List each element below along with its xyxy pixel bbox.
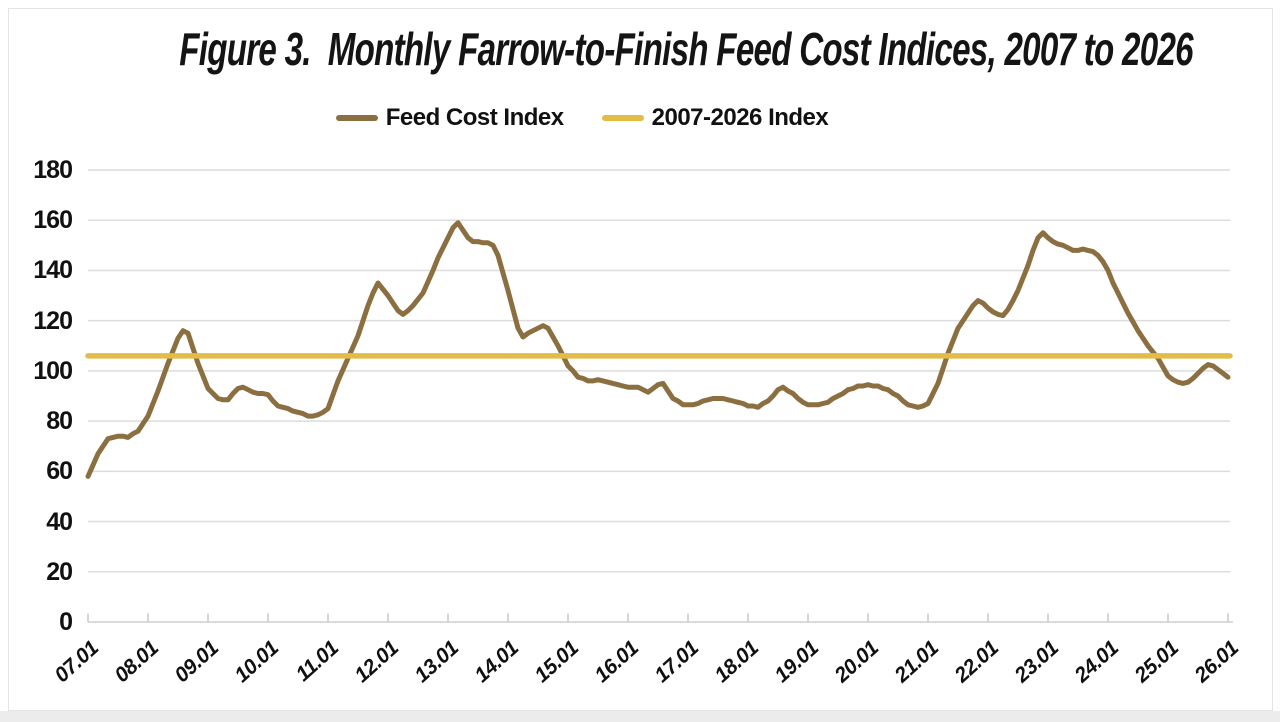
legend-label-feed-cost-index: Feed Cost Index — [385, 104, 564, 131]
y-axis-label-180: 180 — [33, 156, 73, 184]
legend-label-average-index: 2007-2026 Index — [651, 104, 829, 131]
y-axis-label-80: 80 — [46, 407, 73, 436]
page-edge — [0, 711, 1280, 722]
y-axis-label-160: 160 — [33, 206, 73, 235]
y-axis-label-140: 140 — [33, 256, 73, 285]
y-axis-label-60: 60 — [46, 457, 73, 486]
feed-cost-index-line — [85, 220, 1231, 479]
legend-item-average-index: 2007-2026 Index — [601, 104, 829, 132]
y-axis-label-0: 0 — [59, 608, 73, 636]
y-axis-label-120: 120 — [33, 306, 73, 335]
y-axis-label-20: 20 — [46, 557, 73, 586]
y-axis-label-100: 100 — [33, 356, 73, 385]
legend-item-feed-cost-index: Feed Cost Index — [335, 104, 564, 132]
y-axis-label-40: 40 — [46, 507, 73, 536]
feed-cost-line-swatch-icon — [335, 115, 378, 121]
chart-legend: Feed Cost Index 2007-2026 Index — [0, 102, 1222, 134]
average-line-swatch-icon — [601, 115, 644, 121]
chart-title: Figure 3. Monthly Farrow-to-Finish Feed … — [179, 23, 1193, 75]
